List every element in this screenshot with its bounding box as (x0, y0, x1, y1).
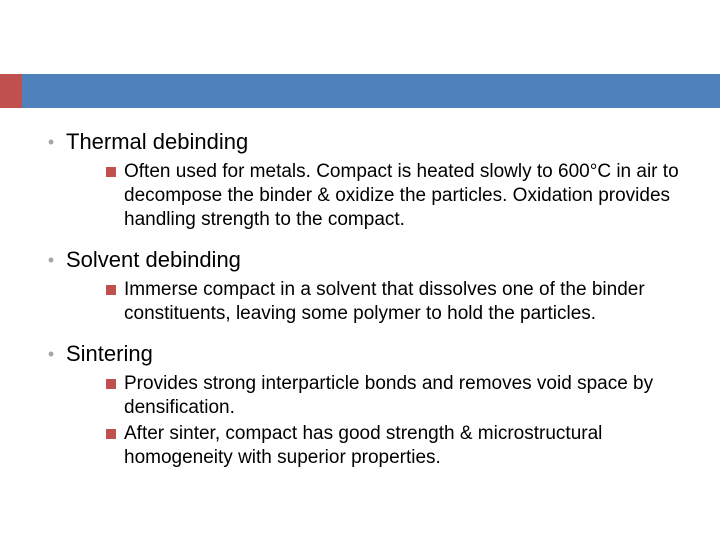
list-item: Immerse compact in a solvent that dissol… (106, 278, 680, 326)
sub-list: Immerse compact in a solvent that dissol… (106, 278, 680, 326)
list-item: • Sintering (36, 340, 690, 368)
square-bullet-icon (106, 285, 116, 295)
sub-item-text: After sinter, compact has good strength … (124, 422, 680, 470)
section-title: Solvent debinding (66, 246, 241, 274)
list-item: Often used for metals. Compact is heated… (106, 160, 680, 232)
list-item: After sinter, compact has good strength … (106, 422, 680, 470)
section-title: Thermal debinding (66, 128, 248, 156)
square-bullet-icon (106, 167, 116, 177)
accent-square (0, 74, 22, 108)
disc-bullet-icon: • (36, 128, 66, 156)
slide-content: • Thermal debinding Often used for metal… (36, 128, 690, 484)
list-item: Provides strong interparticle bonds and … (106, 372, 680, 420)
sub-item-text: Immerse compact in a solvent that dissol… (124, 278, 680, 326)
disc-bullet-icon: • (36, 246, 66, 274)
list-item: • Solvent debinding (36, 246, 690, 274)
header-band (0, 74, 720, 108)
section-title: Sintering (66, 340, 153, 368)
sub-item-text: Often used for metals. Compact is heated… (124, 160, 680, 232)
sub-item-text: Provides strong interparticle bonds and … (124, 372, 680, 420)
list-item: • Thermal debinding (36, 128, 690, 156)
square-bullet-icon (106, 429, 116, 439)
disc-bullet-icon: • (36, 340, 66, 368)
sub-list: Often used for metals. Compact is heated… (106, 160, 680, 232)
square-bullet-icon (106, 379, 116, 389)
sub-list: Provides strong interparticle bonds and … (106, 372, 680, 470)
